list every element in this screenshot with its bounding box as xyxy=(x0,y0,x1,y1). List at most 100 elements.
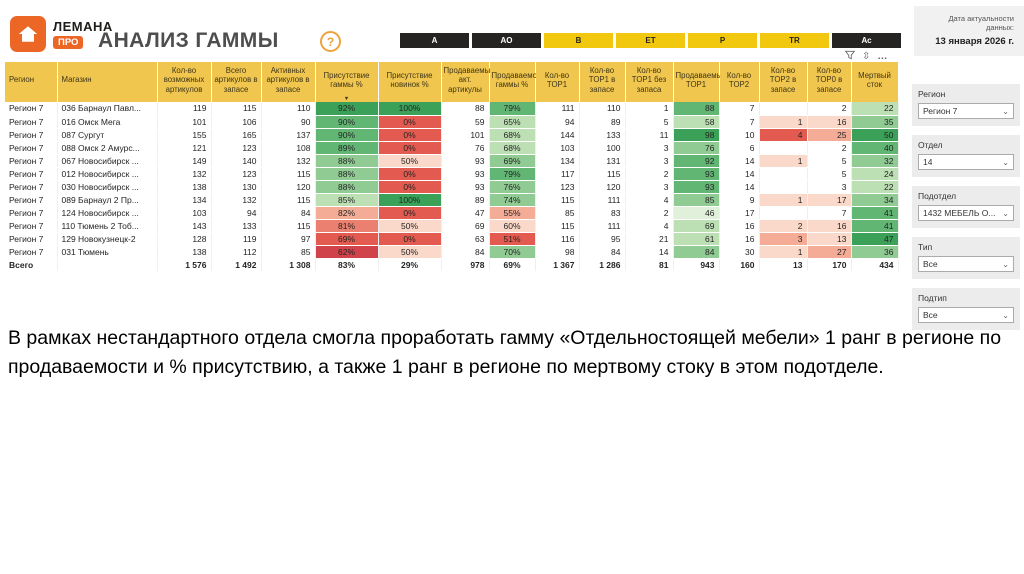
table-cell: 7 xyxy=(719,102,760,116)
table-row[interactable]: Регион 7 036 Барнаул Павл... 119 115 110 92% 1… xyxy=(5,102,899,116)
table-cell: 65% xyxy=(489,115,536,129)
column-header-8[interactable]: Продаваемость гаммы % xyxy=(489,62,548,102)
table-cell: 7 xyxy=(719,115,760,129)
tab-Р[interactable]: Р xyxy=(688,33,757,48)
table-cell: 88% xyxy=(315,167,379,181)
table-row[interactable]: Регион 7 012 Новосибирск ... 132 123 115 88% 0… xyxy=(5,167,899,181)
column-header-1[interactable]: Магазин xyxy=(57,62,158,102)
table-cell: 50 xyxy=(851,128,899,142)
table-row[interactable]: Регион 7 129 Новокузнецк-2 128 119 97 69% 0% 63… xyxy=(5,232,899,246)
table-row[interactable]: Регион 7 110 Тюмень 2 Тоб... 143 133 115 81% 5… xyxy=(5,219,899,233)
house-icon xyxy=(10,16,46,52)
column-header-7[interactable]: Продаваемые акт. артикулы xyxy=(441,62,495,102)
table-cell: 60% xyxy=(489,219,536,233)
table-cell: 27 xyxy=(807,245,852,259)
column-header-6[interactable]: Присутствие новинок % xyxy=(378,62,442,102)
table-cell: 22 xyxy=(851,102,899,116)
table-cell: 108 xyxy=(261,141,316,155)
column-header-9[interactable]: Кол-во TOP1 xyxy=(535,62,580,102)
table-cell: 115 xyxy=(535,193,580,207)
table-cell: 89% xyxy=(315,141,379,155)
slicer-label-subdepartment: Подотдел xyxy=(918,191,957,201)
table-cell: 5 xyxy=(625,115,674,129)
slicer-dropdown-subdepartment[interactable]: 1432 МЕБЕЛЬ О... ⌄ xyxy=(918,205,1014,221)
table-row[interactable]: Регион 7 030 Новосибирск ... 138 130 120 88% 0… xyxy=(5,180,899,194)
slicer-dropdown-region[interactable]: Регион 7 ⌄ xyxy=(918,103,1014,119)
table-cell: 93 xyxy=(441,180,490,194)
table-cell: 143 xyxy=(157,219,212,233)
table-cell: 6 xyxy=(719,141,760,155)
table-cell xyxy=(759,141,808,155)
table-row[interactable]: Регион 7 124 Новосибирск ... 103 94 84 82% 0% 4… xyxy=(5,206,899,220)
table-cell: 30 xyxy=(719,245,760,259)
column-header-0[interactable]: Регион xyxy=(5,62,58,102)
column-header-16[interactable]: Мертвый сток xyxy=(851,62,899,102)
table-row[interactable]: Регион 7 088 Омск 2 Амурс... 121 123 108 89% 0… xyxy=(5,141,899,155)
table-cell: 46 xyxy=(673,206,720,220)
column-header-2[interactable]: Кол-во возможных артикулов xyxy=(157,62,212,102)
table-cell: 92% xyxy=(315,102,379,116)
more-options-icon[interactable]: … xyxy=(877,50,888,62)
slicer-dropdown-department[interactable]: 14 ⌄ xyxy=(918,154,1014,170)
table-cell: 1 xyxy=(759,193,808,207)
table-row[interactable]: Регион 7 016 Омск Мега 101 106 90 90% 0% 59 65% 9… xyxy=(5,115,899,129)
sort-descending-icon: ▼ xyxy=(343,95,350,102)
data-date-box: Дата актуальности данных: 13 января 2026… xyxy=(914,6,1024,56)
tab-А[interactable]: А xyxy=(400,33,469,48)
table-cell: 115 xyxy=(535,219,580,233)
table-cell: 0% xyxy=(378,167,442,181)
table-cell: 117 xyxy=(535,167,580,181)
tab-В[interactable]: В xyxy=(544,33,613,48)
table-cell: 36 xyxy=(851,245,899,259)
table-cell: 50% xyxy=(378,219,442,233)
table-header-row: Регион Магазин Кол-во возможных артикулов В… xyxy=(5,62,899,102)
table-cell: 89 xyxy=(579,115,626,129)
table-cell xyxy=(759,102,808,116)
table-cell: 016 Омск Мега xyxy=(57,115,158,129)
column-header-4[interactable]: Активных артикулов в запасе xyxy=(261,62,316,102)
tab-ТR[interactable]: ТR xyxy=(760,33,829,48)
table-row[interactable]: Регион 7 031 Тюмень 138 112 85 62% 50% 84 70% 98 8… xyxy=(5,245,899,259)
table-cell: 0% xyxy=(378,180,442,194)
help-icon[interactable]: ? xyxy=(320,31,341,52)
column-header-13[interactable]: Кол-во TOP2 xyxy=(719,62,760,102)
table-cell: 24 xyxy=(851,167,899,181)
slicer-dropdown-type[interactable]: Все ⌄ xyxy=(918,256,1014,272)
slicer-dropdown-subtype[interactable]: Все ⌄ xyxy=(918,307,1014,323)
table-row[interactable]: Регион 7 089 Барнаул 2 Пр... 134 132 115 85% 1… xyxy=(5,193,899,207)
table-cell: 47 xyxy=(851,232,899,246)
table-cell: 012 Новосибирск ... xyxy=(57,167,158,181)
table-cell: 16 xyxy=(807,115,852,129)
column-header-3[interactable]: Всего артикулов в запасе xyxy=(211,62,262,102)
table-cell: 111 xyxy=(535,102,580,116)
table-cell: 110 xyxy=(261,102,316,116)
table-row[interactable]: Регион 7 067 Новосибирск ... 149 140 132 88% 5… xyxy=(5,154,899,168)
table-cell: 84 xyxy=(261,206,316,220)
column-header-5[interactable]: Присутствие гаммы % ▼ xyxy=(315,62,379,102)
table-cell: 88% xyxy=(315,154,379,168)
table-cell: 132 xyxy=(261,154,316,168)
tab-ЕТ[interactable]: ЕТ xyxy=(616,33,685,48)
table-cell: 58 xyxy=(673,115,720,129)
table-cell: 1 576 xyxy=(157,257,212,272)
table-cell: Регион 7 xyxy=(5,219,58,233)
column-header-15[interactable]: Кол-во TOP0 в запасе xyxy=(807,62,852,102)
table-cell: 115 xyxy=(261,193,316,207)
table-cell: 100% xyxy=(378,193,442,207)
table-cell: 943 xyxy=(673,257,720,272)
column-header-11[interactable]: Кол-во TOP1 без запаса xyxy=(625,62,674,102)
filter-icon[interactable] xyxy=(844,50,856,63)
tab-АО[interactable]: АО xyxy=(472,33,541,48)
column-header-12[interactable]: Продаваемые TOP1 xyxy=(673,62,727,102)
table-cell: 123 xyxy=(211,141,262,155)
column-header-10[interactable]: Кол-во TOP1 в запасе xyxy=(579,62,626,102)
report-tabs: А АО В ЕТ Р ТR Ас xyxy=(400,33,901,48)
tab-Ас[interactable]: Ас xyxy=(832,33,901,48)
focus-mode-icon[interactable]: ⇳ xyxy=(862,50,871,62)
table-cell: 170 xyxy=(807,257,852,272)
column-header-14[interactable]: Кол-во TOP2 в запасе xyxy=(759,62,808,102)
table-cell: 2 xyxy=(625,167,674,181)
brand-badge: ПРО xyxy=(53,36,84,49)
table-row[interactable]: Регион 7 087 Сургут 155 165 137 90% 0% 101 68% 14… xyxy=(5,128,899,142)
gamma-table-visual: Регион Магазин Кол-во возможных артикулов В… xyxy=(5,62,902,272)
